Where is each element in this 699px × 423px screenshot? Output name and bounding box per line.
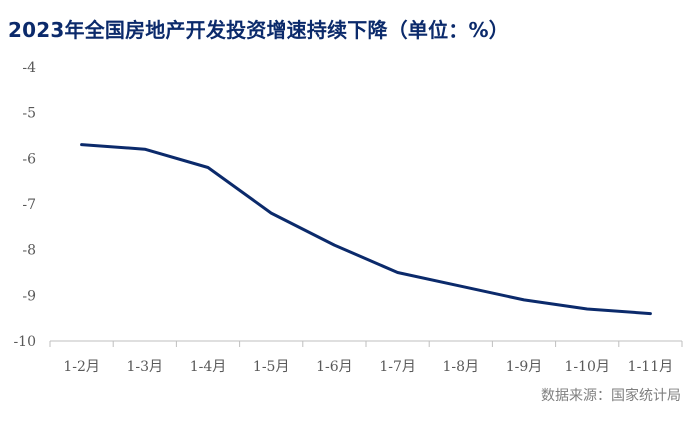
y-tick-label: -4 [22,60,36,76]
y-axis-ticks: -4 -5 -6 -7 -8 -9 -10 [13,60,36,350]
x-tick-label: 1-4月 [190,359,227,375]
y-tick-label: -5 [22,106,36,122]
y-tick-label: -10 [13,334,36,350]
x-tick-label: 1-6月 [316,359,353,375]
x-tick-label: 1-5月 [253,359,290,375]
x-tick-label: 1-3月 [127,359,164,375]
x-axis-ticks [49,341,683,347]
y-tick-label: -7 [22,197,36,213]
x-tick-label: 1-9月 [506,359,543,375]
x-axis-labels: 1-2月 1-3月 1-4月 1-5月 1-6月 1-7月 1-8月 1-9月 1-10月 1-1… [63,359,673,375]
y-tick-label: -8 [22,243,36,259]
x-tick-label: 1-8月 [443,359,480,375]
x-tick-label: 1-7月 [379,359,416,375]
series-line [80,143,652,316]
x-tick-label: 1-10月 [564,359,609,375]
y-tick-label: -9 [22,288,36,304]
data-source: 数据来源：国家统计局 [541,388,681,404]
x-tick-label: 1-2月 [63,359,100,375]
x-tick-label: 1-11月 [628,359,673,375]
y-tick-label: -6 [22,151,36,167]
chart-title: 2023年全国房地产开发投资增速持续下降（单位：%） [8,18,509,42]
